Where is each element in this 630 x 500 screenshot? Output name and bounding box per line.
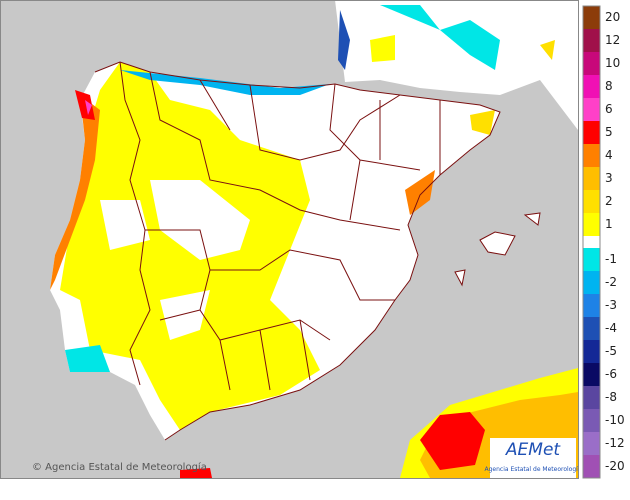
- legend-swatch: [583, 455, 600, 478]
- balearic: [454, 269, 466, 287]
- hot-spot: [75, 90, 95, 120]
- legend-label: 20: [605, 10, 620, 24]
- logo-subtitle: Agencia Estatal de Meteorología: [485, 466, 582, 473]
- legend-swatch: [583, 75, 600, 98]
- neutral-area: [160, 290, 210, 340]
- legend-label: -8: [605, 390, 617, 404]
- legend-swatch: [583, 409, 600, 432]
- legend-label: -12: [605, 436, 625, 450]
- legend-swatch: [583, 29, 600, 52]
- warm-area: [470, 110, 495, 135]
- legend-swatch: [583, 121, 600, 144]
- legend-label: 1: [605, 217, 613, 231]
- balearic: [479, 231, 516, 256]
- warm-area: [405, 170, 435, 215]
- legend-label: 6: [605, 102, 613, 116]
- warm-spot: [540, 40, 555, 60]
- hot-spot: [180, 468, 212, 478]
- legend: 20 12 10 8 6 5 4 3 2 1 -1 -2 -3 -4 -5 -6 -8 -10 -12 -20: [582, 5, 625, 479]
- legend-swatch: [583, 167, 600, 190]
- legend-swatch: [583, 144, 600, 167]
- legend-label: 10: [605, 56, 620, 70]
- logo-box: [490, 438, 576, 478]
- legend-swatch: [583, 6, 600, 29]
- neutral-area: [100, 200, 150, 250]
- warm-area: [50, 95, 100, 290]
- france: [335, 1, 578, 130]
- legend-label: -1: [605, 252, 617, 266]
- hot-spot: [85, 100, 92, 115]
- legend-label: 8: [605, 79, 613, 93]
- legend-label: -4: [605, 321, 617, 335]
- legend-label: 2: [605, 194, 613, 208]
- legend-swatch: [583, 248, 600, 271]
- balearic: [523, 212, 541, 226]
- legend-swatch: [583, 190, 600, 213]
- legend-label: 5: [605, 125, 613, 139]
- legend-swatch: [583, 386, 600, 409]
- map: AEMet Agencia Estatal de Meteorología © …: [1, 1, 582, 478]
- legend-swatch: [583, 432, 600, 455]
- legend-swatch: [583, 213, 600, 236]
- legend-swatch: [583, 98, 600, 121]
- legend-label: 3: [605, 171, 613, 185]
- province-borders: [145, 71, 441, 391]
- legend-label: 12: [605, 33, 620, 47]
- neutral-area: [150, 180, 250, 260]
- map-frame: [0, 0, 579, 479]
- hot-area: [420, 412, 485, 470]
- cold-area: [65, 345, 110, 372]
- legend-swatch: [583, 363, 600, 386]
- legend-label: -2: [605, 275, 617, 289]
- warm-spot: [370, 35, 395, 62]
- legend-label: -5: [605, 344, 617, 358]
- legend-label: 4: [605, 148, 613, 162]
- cold-spot: [380, 5, 500, 70]
- legend-swatch: [583, 271, 600, 294]
- logo-name: AEMet: [505, 440, 561, 460]
- cold-spot: [338, 10, 350, 70]
- legend-label: -20: [605, 459, 625, 473]
- coastline: [94, 61, 501, 441]
- legend-label: -10: [605, 413, 625, 427]
- legend-swatch: [583, 317, 600, 340]
- legend-label: -3: [605, 298, 617, 312]
- legend-swatch: [583, 52, 600, 75]
- legend-frame: [582, 5, 601, 479]
- credit: © Agencia Estatal de Meteorología: [32, 461, 207, 473]
- legend-label: -6: [605, 367, 617, 381]
- legend-swatch: [583, 294, 600, 317]
- legend-swatch: [583, 340, 600, 363]
